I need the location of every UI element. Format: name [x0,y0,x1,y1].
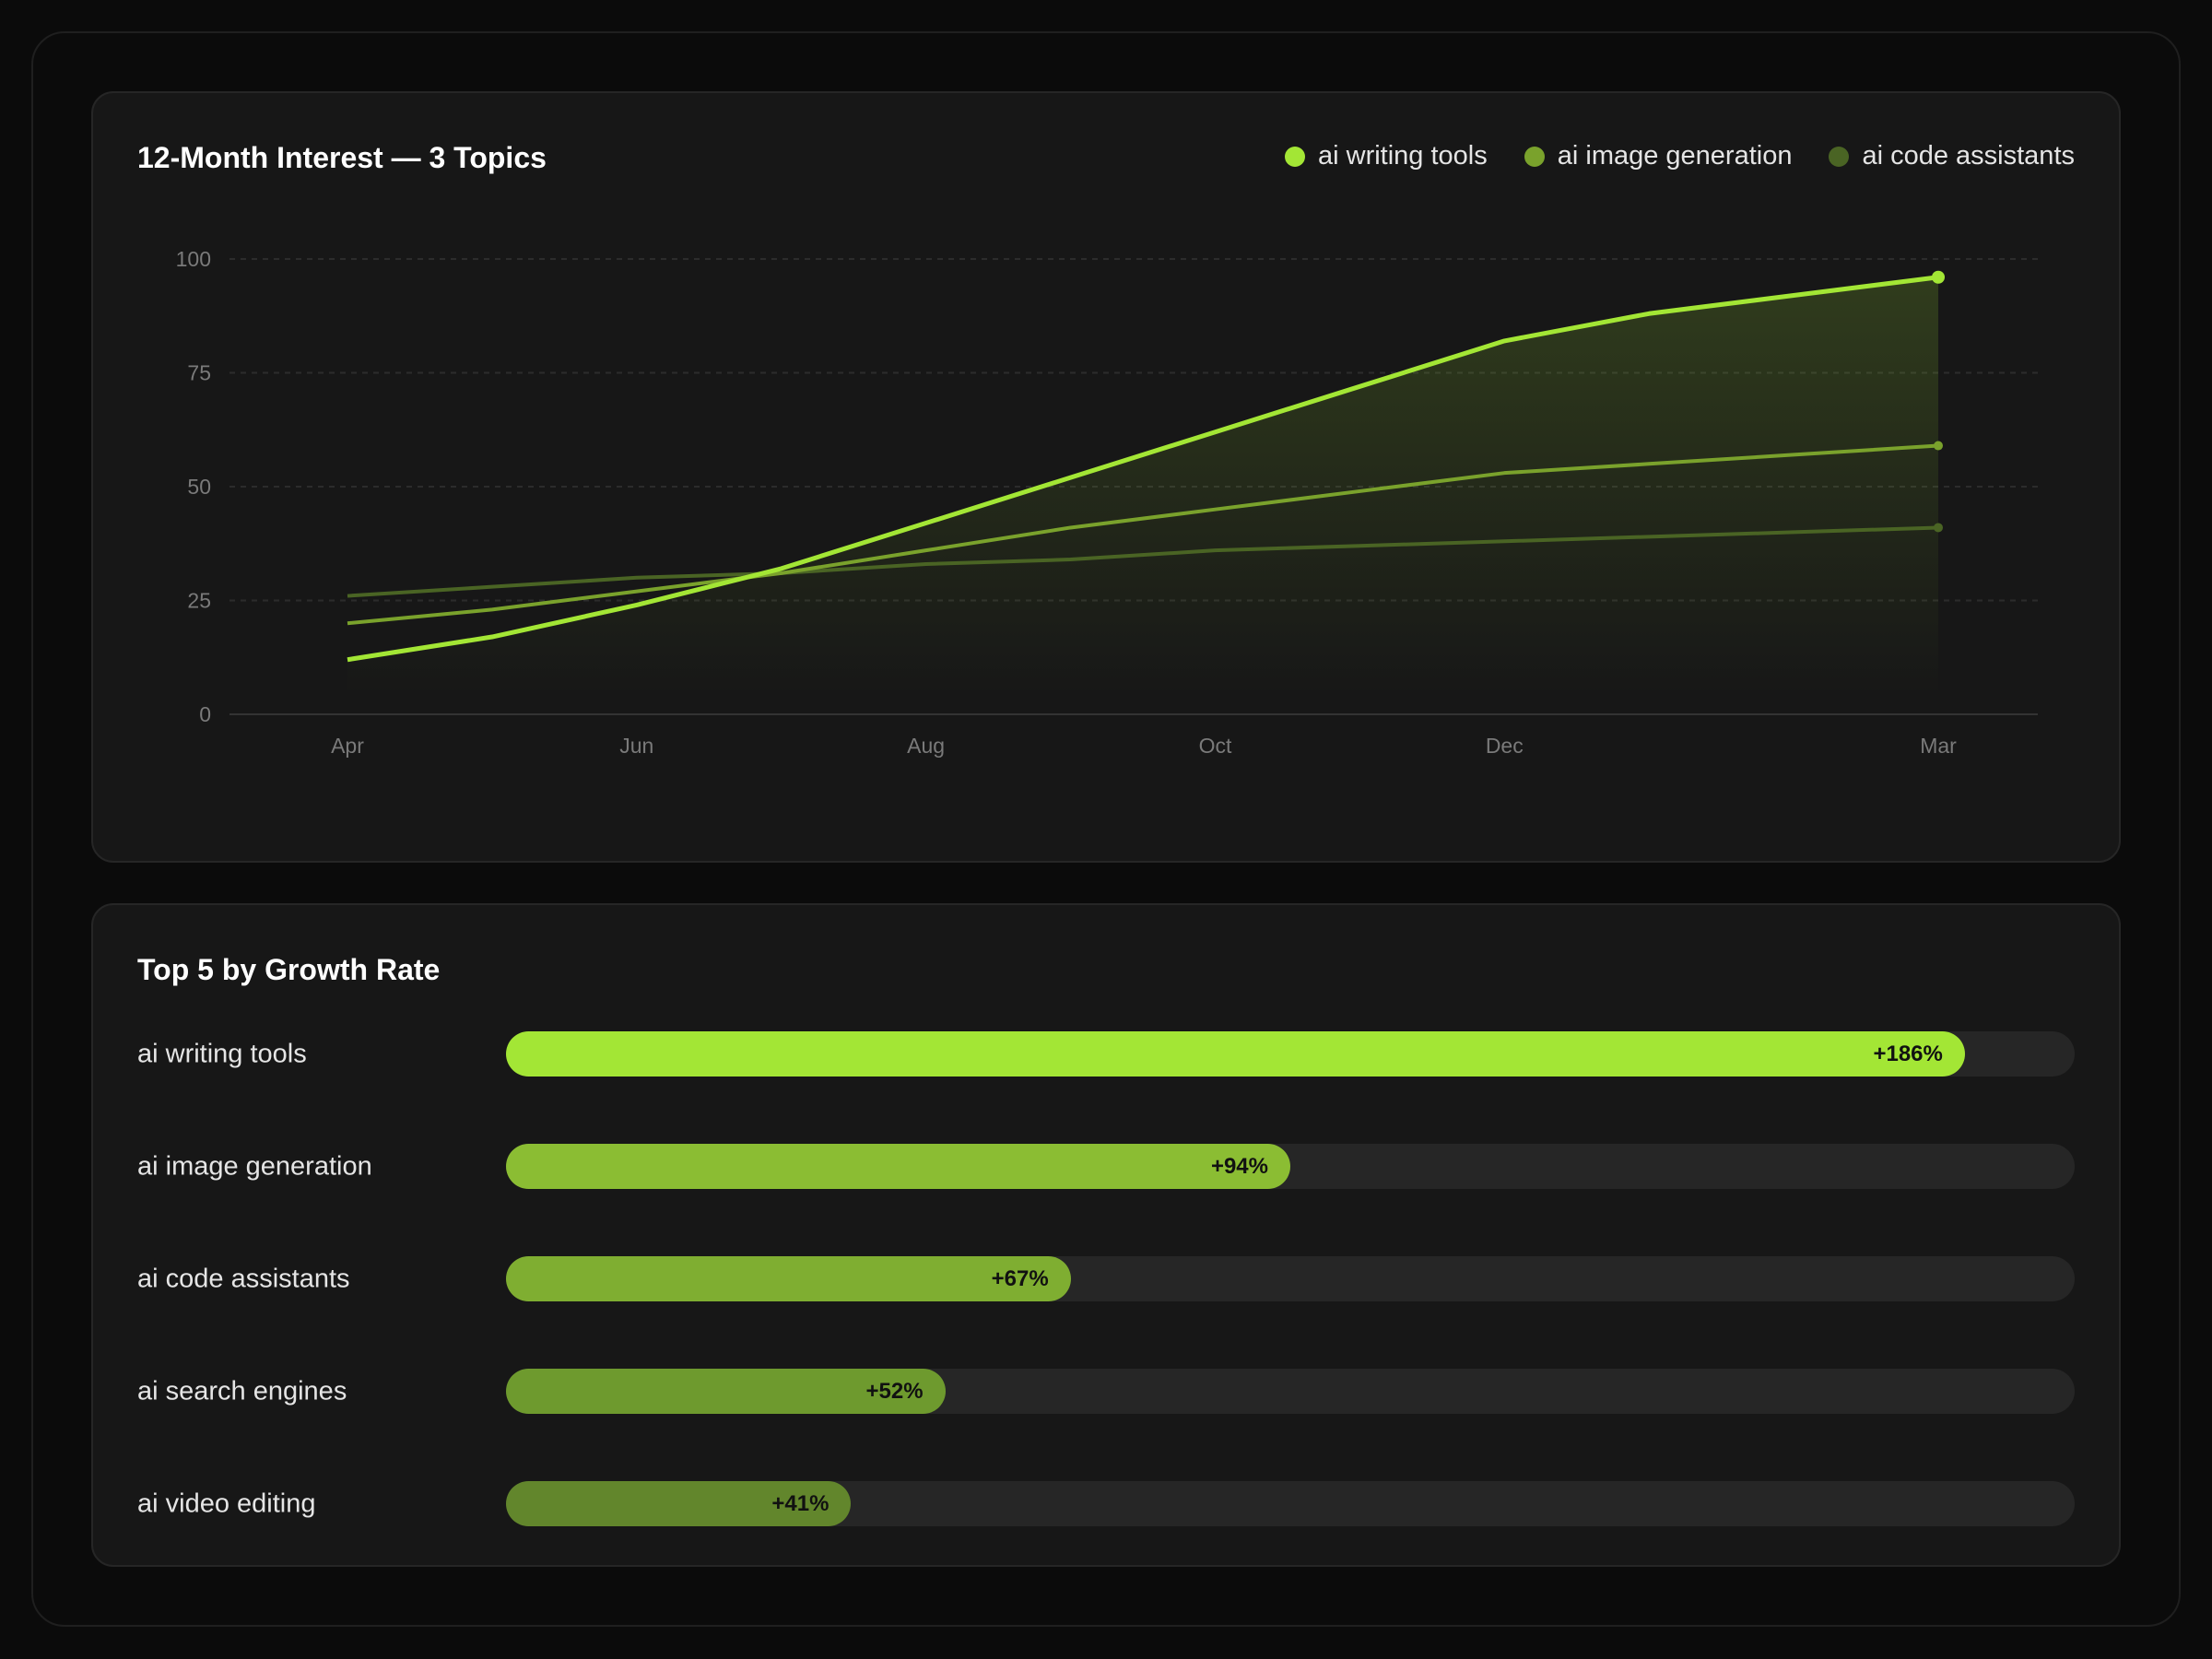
bar-track: +41% [506,1481,2075,1526]
area-fill [347,276,1938,696]
series-line-2 [347,525,1939,598]
bar-fill: +67% [506,1256,1071,1301]
x-tick-label: Mar [1920,734,1957,758]
bar-value-label: +52% [865,1378,924,1404]
x-tick-label: Aug [907,734,945,758]
growth-row: ai code assistants +67% [137,1256,2075,1301]
y-tick-label: 75 [187,361,211,385]
row-label: ai search engines [137,1376,347,1406]
bar-fill: +186% [506,1031,1965,1077]
legend-label: ai writing tools [1318,141,1488,171]
bar-fill: +41% [506,1481,852,1526]
legend-label: ai code assistants [1862,141,2075,171]
legend-dot-icon [1285,146,1305,167]
bar-track: +52% [506,1369,2075,1414]
growth-row: ai image generation +94% [137,1144,2075,1189]
bar-track: +94% [506,1144,2075,1189]
bar-track: +186% [506,1031,2075,1077]
growth-row: ai writing tools +186% [137,1031,2075,1077]
growth-rate-card: Top 5 by Growth Rate ai writing tools +1… [91,903,2121,1567]
legend-item[interactable]: ai image generation [1524,141,1793,171]
y-tick-label: 25 [187,589,211,613]
growth-row: ai video editing +41% [137,1481,2075,1526]
bar-value-label: +67% [991,1265,1049,1291]
bar-value-label: +186% [1873,1041,1943,1066]
y-tick-label: 0 [199,702,211,726]
row-label: ai image generation [137,1151,372,1181]
legend-dot-icon [1829,146,1850,167]
bar-value-label: +41% [771,1490,830,1516]
y-tick-label: 50 [187,475,211,499]
series-end-point [1934,441,1943,451]
series-line-1 [347,443,1939,626]
x-tick-label: Dec [1486,734,1524,758]
legend-item[interactable]: ai writing tools [1285,141,1488,171]
chart-title: 12-Month Interest — 3 Topics [137,141,547,174]
row-label: ai video editing [137,1488,316,1518]
y-tick-label: 100 [176,247,211,271]
bar-value-label: +94% [1210,1153,1268,1179]
bar-track: +67% [506,1256,2075,1301]
x-tick-label: Jun [619,734,653,758]
legend-item[interactable]: ai code assistants [1829,141,2075,171]
series-line-0 [347,275,1939,663]
chart-legend: ai writing tools ai image generation ai … [1285,141,2075,171]
bar-fill: +94% [506,1144,1290,1189]
row-label: ai writing tools [137,1039,307,1068]
legend-label: ai image generation [1557,141,1793,171]
bar-fill: +52% [506,1369,946,1414]
line-chart: 0 25 50 75 100 Apr Jun Aug Oct Dec Mar [176,247,2038,758]
growth-title: Top 5 by Growth Rate [137,953,441,986]
series-end-point [1934,523,1943,533]
growth-row: ai search engines +52% [137,1369,2075,1414]
series-end-point [1932,270,1945,284]
x-tick-label: Oct [1199,734,1232,758]
x-tick-label: Apr [331,734,364,758]
interest-chart-card: 0 25 50 75 100 Apr Jun Aug Oct Dec Mar 12-Month In… [91,91,2121,863]
row-label: ai code assistants [137,1264,350,1293]
legend-dot-icon [1524,146,1545,167]
